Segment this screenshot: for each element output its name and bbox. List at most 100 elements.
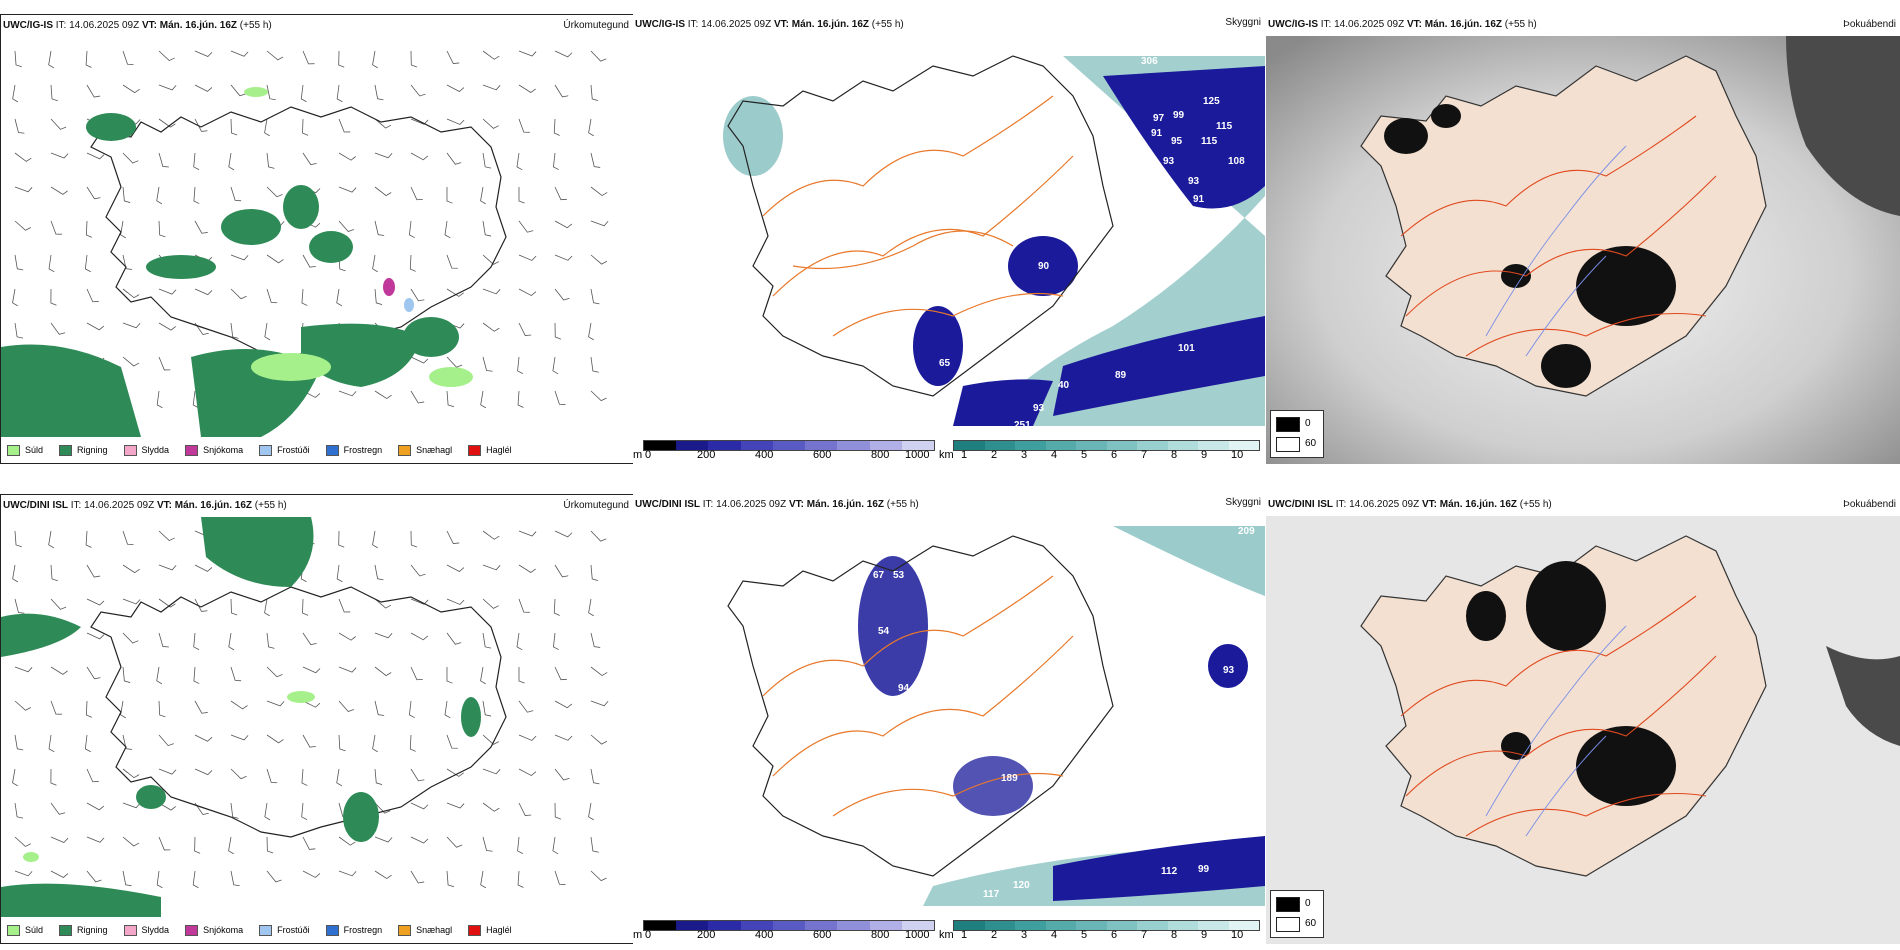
- wind-barb: [480, 666, 486, 685]
- wind-barb: [85, 700, 92, 718]
- precip-type-panel-top: UWC/IG-IS IT: 14.06.2025 09Z VT: Mán. 16…: [0, 14, 634, 464]
- wind-barb: [300, 84, 307, 103]
- legend-item: Snæhagl: [398, 924, 452, 936]
- wind-barb: [372, 50, 378, 69]
- wind-barb: [482, 84, 501, 91]
- wind-barb: [554, 50, 573, 58]
- vis-label: 65: [939, 358, 951, 369]
- wind-barb: [122, 322, 141, 329]
- wind-barb: [374, 186, 392, 197]
- wind-barb: [374, 632, 393, 639]
- wind-barb: [410, 390, 425, 404]
- wind-barb: [590, 84, 599, 102]
- wind-barb: [590, 632, 601, 648]
- wind-barb: [338, 390, 357, 397]
- wind-barb: [374, 564, 384, 581]
- wind-barb: [554, 220, 573, 229]
- wind-barb: [590, 356, 599, 373]
- snow-area: [383, 278, 395, 296]
- wind-barb: [301, 288, 308, 306]
- wind-barb: [12, 564, 19, 583]
- wind-barb: [120, 220, 126, 239]
- panel-header: UWC/DINI ISL IT: 14.06.2025 09Z VT: Mán.…: [635, 497, 1261, 510]
- wind-barb: [228, 632, 235, 651]
- wind-barb: [336, 288, 343, 307]
- panel-header: UWC/IG-IS IT: 14.06.2025 09Z VT: Mán. 16…: [635, 17, 1261, 30]
- wind-barb: [410, 802, 429, 810]
- wind-barb: [554, 564, 569, 578]
- wind-barb: [302, 870, 321, 878]
- wind-barb: [409, 734, 416, 752]
- wind-barb: [446, 836, 463, 848]
- visibility-panel-bottom: UWC/DINI ISL IT: 14.06.2025 09Z VT: Mán.…: [633, 494, 1265, 944]
- visibility-map: 209 80 93 67 53 54 94 43 145 189 120 112…: [727, 526, 1265, 906]
- wind-barb: [446, 254, 458, 269]
- wind-barb: [122, 666, 131, 683]
- panel-title: Úrkomutegund: [563, 500, 629, 511]
- wind-barb: [374, 802, 391, 814]
- wind-barb: [446, 50, 460, 64]
- wind-barb: [410, 530, 418, 548]
- legend-swatch: [468, 924, 482, 936]
- legend-item: Haglél: [468, 444, 512, 456]
- wind-barb: [194, 768, 213, 776]
- wind-barb: [194, 734, 213, 742]
- wind-barb: [408, 220, 415, 239]
- key-swatch: [1276, 917, 1300, 932]
- wind-barb: [374, 768, 383, 785]
- wind-barb: [446, 390, 454, 408]
- wind-barb: [554, 734, 573, 741]
- wind-barb: [86, 322, 105, 331]
- wind-barb: [86, 836, 105, 843]
- wind-barb: [230, 50, 249, 57]
- panel-title: Skyggni: [1225, 17, 1261, 28]
- wind-barb: [517, 870, 524, 888]
- wind-barb: [266, 254, 284, 264]
- legend-swatch: [468, 444, 482, 456]
- wind-barb: [84, 734, 91, 753]
- wind-barb: [48, 50, 55, 69]
- wind-barb: [336, 564, 343, 583]
- legend-swatch: [398, 444, 412, 456]
- wind-barb: [158, 598, 176, 608]
- wind-barb: [50, 84, 58, 102]
- wind-barb: [158, 152, 169, 168]
- drizzle-areas: [23, 691, 315, 862]
- wind-barb: [374, 220, 385, 236]
- vis-label: 101: [1178, 343, 1195, 354]
- visibility-value-labels: 306 125 115 115 108 99 97 95 93 93 93 91…: [933, 56, 1245, 436]
- wind-barb: [554, 288, 570, 301]
- visibility-map: 306 125 115 115 108 99 97 95 93 93 93 91…: [723, 55, 1265, 436]
- wind-barb: [410, 118, 429, 125]
- wind-barb: [410, 870, 425, 884]
- wind-barb: [50, 598, 67, 610]
- wind-barb: [50, 288, 57, 306]
- wind-barb: [85, 220, 92, 238]
- wind-barb: [516, 632, 523, 651]
- elevation-colorbar: [643, 920, 935, 931]
- wind-barb: [374, 870, 392, 880]
- wind-barb: [554, 186, 567, 201]
- wind-barb: [193, 152, 200, 170]
- fog-index-key: 0 60: [1270, 410, 1324, 458]
- scale-bars: m 0 200 400 600 800 1000 km 1 2 3 4 5 6 …: [633, 438, 1265, 464]
- wind-barb: [122, 254, 133, 270]
- legend-item: Frostúði: [259, 924, 310, 936]
- wind-barb: [552, 836, 559, 855]
- wind-barb: [14, 186, 33, 193]
- panel-title: Þokuábendi: [1843, 499, 1896, 510]
- wind-barb: [517, 390, 524, 408]
- wind-barb: [482, 734, 499, 745]
- wind-barb: [122, 802, 141, 809]
- wind-barb: [336, 768, 343, 787]
- wind-barb: [86, 84, 101, 98]
- wind-barb: [374, 666, 392, 677]
- wind-barb: [156, 666, 163, 685]
- wind-barb: [266, 734, 284, 744]
- vis-label: 115: [1201, 136, 1218, 147]
- vis-label: 99: [1173, 110, 1185, 121]
- wind-barb: [410, 288, 425, 302]
- wind-barb: [446, 186, 453, 204]
- wind-barb: [590, 390, 607, 402]
- wind-barb: [302, 666, 321, 674]
